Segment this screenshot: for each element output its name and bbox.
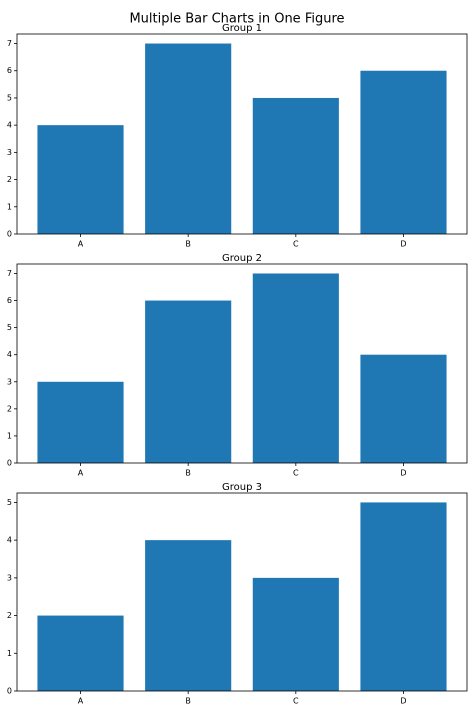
y-tick-label: 3 [7,573,12,582]
bar [360,354,447,463]
bar [37,615,124,691]
y-tick-label: 6 [7,296,12,305]
x-tick-label: A [78,469,84,478]
y-tick-label: 4 [7,121,12,130]
x-tick-label: B [185,697,191,706]
x-tick-label: D [400,697,406,706]
axes-frame [16,263,468,464]
y-tick-label: 2 [7,611,12,620]
bar [252,97,339,234]
figure-title: Multiple Bar Charts in One Figure [129,12,344,27]
y-tick-label: 3 [7,148,12,157]
bar [37,381,124,463]
y-tick-label: 7 [7,269,12,278]
bar [252,577,339,691]
bar [145,300,232,463]
axes-frame [16,33,468,235]
x-tick-label: C [293,240,299,249]
y-tick-label: 2 [7,175,12,184]
y-tick-label: 5 [7,93,12,102]
y-tick-label: 1 [7,431,12,440]
bar [252,273,339,463]
chart-title: Group 2 [222,253,262,264]
x-tick-label: A [78,697,84,706]
x-tick-label: B [185,240,191,249]
x-tick-label: A [78,240,84,249]
y-tick-label: 6 [7,66,12,75]
bar [37,125,124,234]
y-tick-label: 7 [7,39,12,48]
y-tick-label: 4 [7,536,12,545]
y-tick-label: 0 [7,687,12,696]
x-tick-label: B [185,469,191,478]
x-tick-label: C [293,469,299,478]
y-tick-label: 1 [7,202,12,211]
y-tick-label: 2 [7,404,12,413]
chart-title: Group 1 [222,23,262,34]
x-tick-label: D [400,240,406,249]
y-tick-label: 1 [7,649,12,658]
y-tick-label: 4 [7,350,12,359]
chart-title: Group 3 [222,482,262,493]
y-tick-label: 5 [7,323,12,332]
bar [145,540,232,691]
x-tick-label: C [293,697,299,706]
bar [145,43,232,235]
bar [360,502,447,691]
y-tick-label: 0 [7,459,12,468]
bar [360,70,447,234]
axes-frame [16,492,468,692]
x-tick-label: D [400,469,406,478]
y-tick-label: 0 [7,230,12,239]
y-tick-label: 3 [7,377,12,386]
y-tick-label: 5 [7,498,12,507]
